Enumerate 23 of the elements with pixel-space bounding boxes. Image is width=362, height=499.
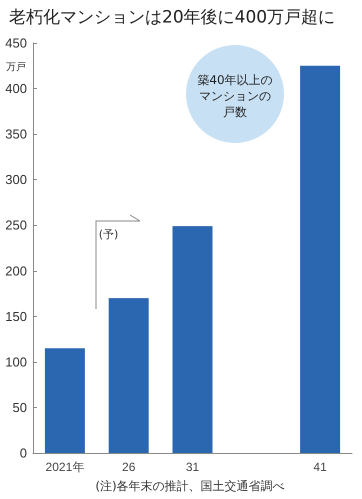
y-tick-label: 200	[5, 263, 27, 278]
bar	[108, 298, 149, 453]
annotation: (予)	[98, 227, 118, 242]
y-axis-title: 万戸	[6, 61, 26, 74]
x-tick-label: 41	[313, 460, 328, 474]
y-tick-label: 300	[5, 172, 27, 188]
text: (注)各年末の推計、国土交通省調べ	[94, 478, 286, 495]
y-tick-label: 450	[5, 36, 27, 50]
chart-title: 老朽化マンションは20年後に400万戸超に	[9, 8, 336, 28]
y-tick-label: 150	[5, 308, 27, 324]
x-tick-label: 2021年	[46, 460, 84, 474]
x-tick-label: 26	[122, 460, 136, 474]
y-tick-label: 100	[5, 354, 27, 370]
y-tick-label: 50	[12, 400, 27, 415]
x-tick-label: 31	[186, 460, 200, 474]
annotation: 築40年以上のマンションの戸数	[196, 72, 274, 120]
y-tick-label: 250	[5, 218, 27, 233]
bar	[172, 226, 212, 453]
y-tick-label: 400	[5, 81, 27, 96]
bar	[44, 348, 85, 453]
bar	[300, 66, 340, 453]
y-tick-label: 0	[20, 446, 27, 460]
y-tick-label: 350	[5, 126, 27, 142]
